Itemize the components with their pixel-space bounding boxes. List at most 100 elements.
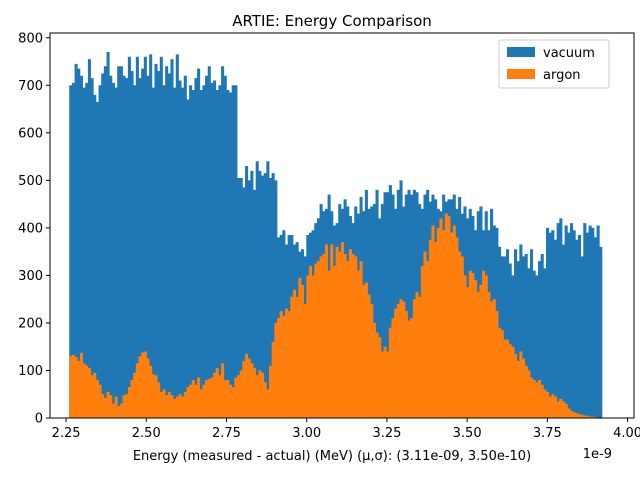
bar-argon-101: [338, 251, 342, 418]
bar-argon-110: [362, 284, 366, 418]
bar-vacuum-21: [125, 78, 129, 419]
bar-vacuum-120: [388, 185, 392, 418]
bar-argon-109: [359, 261, 363, 418]
bar-vacuum-192: [580, 256, 584, 418]
bar-argon-196: [591, 416, 595, 418]
bar-vacuum-31: [151, 87, 155, 418]
bar-argon-172: [527, 370, 531, 418]
bar-argon-31: [151, 374, 155, 418]
bar-argon-186: [564, 403, 568, 418]
bar-vacuum-128: [410, 194, 414, 418]
bar-vacuum-59: [226, 90, 230, 418]
bar-argon-166: [511, 346, 515, 418]
bar-vacuum-171: [524, 254, 528, 418]
bar-argon-116: [378, 337, 382, 418]
bar-vacuum-2: [74, 63, 78, 419]
bar-vacuum-18: [117, 66, 121, 419]
bar-argon-38: [170, 395, 174, 418]
bar-vacuum-34: [159, 56, 163, 419]
bar-vacuum-188: [569, 223, 574, 418]
bar-argon-121: [391, 318, 395, 418]
bar-vacuum-22: [127, 56, 131, 419]
bar-argon-180: [548, 396, 552, 418]
bar-argon-125: [402, 301, 406, 418]
bar-argon-27: [141, 352, 145, 418]
bar-vacuum-8: [90, 78, 94, 419]
bar-vacuum-9: [93, 94, 97, 418]
bar-vacuum-178: [543, 268, 547, 418]
bar-argon-174: [532, 379, 536, 418]
bar-argon-135: [428, 239, 432, 418]
bar-argon-72: [261, 372, 265, 418]
legend-label-argon: argon: [543, 68, 581, 83]
bar-argon-90: [308, 265, 313, 418]
bar-argon-193: [583, 415, 587, 418]
y-tick-label-8: 800: [18, 31, 43, 46]
bar-argon-50: [202, 384, 206, 418]
bar-argon-23: [130, 379, 134, 418]
bar-argon-19: [119, 403, 123, 418]
bar-argon-40: [175, 396, 179, 418]
bar-vacuum-5: [82, 87, 86, 418]
bar-argon-133: [423, 251, 427, 418]
bar-vacuum-194: [585, 232, 589, 418]
bar-argon-147: [460, 256, 464, 418]
bar-argon-141: [444, 213, 448, 418]
bar-argon-137: [434, 242, 438, 418]
bar-vacuum-126: [404, 194, 408, 418]
bar-argon-1: [71, 354, 75, 418]
bar-argon-10: [95, 379, 99, 418]
bar-vacuum-68: [250, 170, 254, 418]
bar-vacuum-164: [506, 249, 510, 418]
bar-vacuum-67: [247, 180, 251, 418]
bar-argon-32: [154, 375, 158, 418]
bar-argon-89: [306, 275, 310, 418]
bar-argon-75: [269, 365, 273, 418]
bar-argon-127: [407, 320, 411, 418]
bar-argon-95: [322, 254, 326, 418]
bar-argon-155: [482, 270, 486, 418]
bar-vacuum-32: [154, 63, 158, 419]
y-tick-label-1: 100: [18, 364, 43, 379]
bar-argon-145: [455, 237, 459, 418]
bar-vacuum-56: [218, 85, 222, 418]
bar-vacuum-25: [135, 56, 139, 419]
bar-vacuum-15: [109, 75, 113, 418]
bar-vacuum-47: [194, 78, 198, 419]
bar-argon-13: [103, 398, 107, 418]
bar-argon-18: [117, 406, 121, 418]
bar-argon-64: [239, 370, 243, 418]
bar-vacuum-72: [261, 175, 265, 418]
bar-argon-22: [127, 387, 131, 418]
bar-vacuum-39: [173, 87, 177, 418]
bar-argon-79: [279, 311, 283, 418]
bar-argon-191: [577, 414, 581, 418]
bar-argon-96: [324, 244, 328, 418]
bar-vacuum-60: [229, 92, 233, 418]
bar-argon-39: [173, 398, 177, 418]
bar-vacuum-185: [561, 244, 566, 418]
bar-argon-43: [183, 391, 187, 418]
bar-vacuum-4: [79, 75, 83, 418]
bar-vacuum-117: [380, 204, 384, 418]
bar-argon-80: [282, 315, 286, 418]
bar-vacuum-184: [559, 218, 563, 418]
bar-argon-173: [530, 377, 534, 418]
bar-argon-84: [292, 289, 297, 418]
bar-argon-120: [388, 327, 392, 418]
bar-vacuum-28: [143, 56, 147, 419]
bar-vacuum-165: [508, 263, 512, 418]
bar-vacuum-0: [69, 85, 73, 418]
bar-vacuum-198: [596, 225, 600, 418]
x-axis-label: Energy (measured - actual) (MeV) (μ,σ): …: [133, 449, 531, 464]
bar-vacuum-30: [149, 54, 153, 418]
x-tick-label-6: 3.75: [533, 426, 562, 441]
bar-vacuum-179: [545, 227, 550, 418]
y-tick-label-2: 200: [18, 316, 43, 331]
bar-argon-77: [274, 322, 278, 418]
bar-vacuum-195: [588, 225, 592, 418]
y-axis: 0 100 200 300 400 500 600 700 800: [18, 31, 50, 427]
bar-vacuum-190: [575, 239, 579, 418]
bar-vacuum-183: [556, 223, 560, 418]
